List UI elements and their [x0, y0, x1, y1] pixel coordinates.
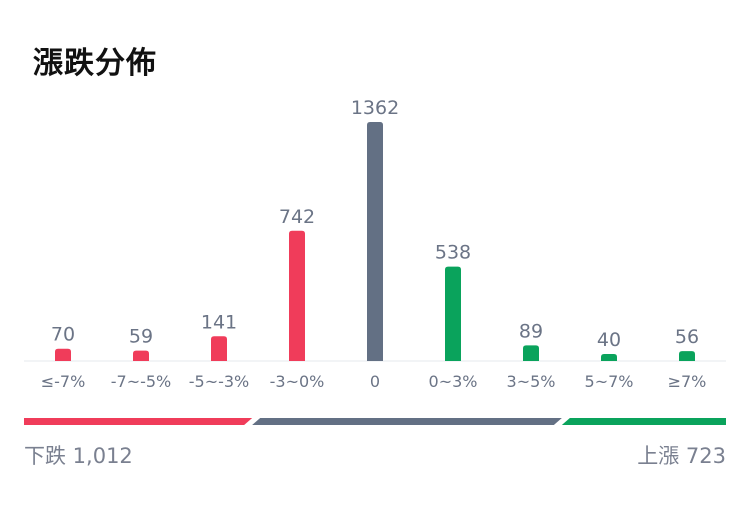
value-label-2: 141	[201, 311, 237, 333]
tick-label-1: -7~-5%	[111, 372, 172, 391]
down-summary: 下跌 1,012	[24, 444, 133, 468]
tick-label-8: ≥7%	[668, 372, 707, 391]
tick-label-0: ≤-7%	[41, 372, 86, 391]
value-label-0: 70	[51, 324, 75, 346]
tick-label-6: 3~5%	[507, 372, 556, 391]
ratio-bar	[24, 418, 726, 425]
bar-6	[523, 345, 539, 361]
bar-7	[601, 353, 617, 361]
value-label-3: 742	[279, 206, 315, 228]
tick-label-5: 0~3%	[429, 372, 478, 391]
bars-group	[55, 122, 695, 361]
ratio-segment-flat	[252, 418, 562, 425]
bar-4	[367, 122, 383, 361]
bar-5	[445, 266, 461, 361]
distribution-chart: 70 59 141 742 1362 538 89 40 56 ≤-7% -7~-5% -5~-3%…	[24, 97, 726, 425]
tick-label-2: -5~-3%	[189, 372, 250, 391]
ratio-segment-up	[561, 418, 726, 425]
tick-label-7: 5~7%	[585, 372, 634, 391]
value-label-6: 89	[519, 320, 543, 342]
bar-3	[289, 230, 305, 361]
tick-label-3: -3~0%	[270, 372, 325, 391]
value-label-5: 538	[435, 242, 471, 264]
chart-title: 漲跌分佈	[33, 46, 157, 81]
value-labels-group: 70 59 141 742 1362 538 89 40 56	[51, 97, 699, 351]
ratio-segment-down	[24, 418, 253, 425]
up-summary: 上漲 723	[637, 444, 726, 468]
value-label-1: 59	[129, 326, 153, 348]
bar-8	[679, 351, 695, 361]
bar-2	[211, 336, 227, 361]
tick-label-4: 0	[370, 372, 380, 391]
value-label-7: 40	[597, 329, 621, 351]
bar-0	[55, 348, 71, 361]
value-label-4: 1362	[351, 97, 399, 119]
bar-1	[133, 350, 149, 361]
value-label-8: 56	[675, 326, 699, 348]
tick-labels-group: ≤-7% -7~-5% -5~-3% -3~0% 0 0~3% 3~5% 5~7% ≥7%	[41, 372, 707, 391]
